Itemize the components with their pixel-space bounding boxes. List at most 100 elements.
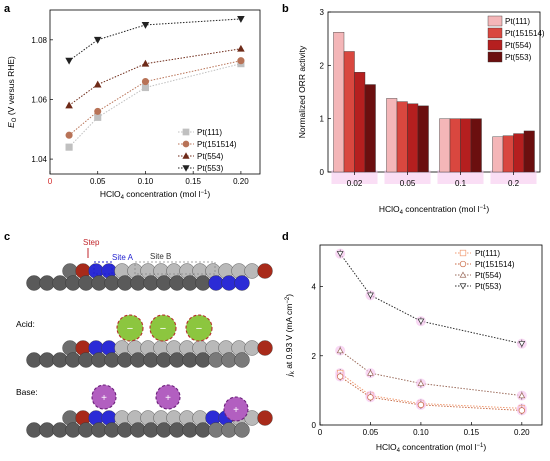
panel-d-chart: 0 0.05 0.10 0.15 0.20 0 2 4 HClO4 concentration…	[284, 244, 543, 454]
panel-a-ytick-label: 1.06	[31, 95, 47, 104]
panel-a-data-point	[93, 80, 102, 88]
panel-a-data-point	[65, 131, 73, 139]
site-a-label: Site A	[112, 253, 134, 262]
panel-a-data-point	[237, 44, 245, 52]
panel-d-xtick-label: 0.05	[363, 428, 379, 437]
site-b-box	[134, 261, 216, 275]
panel-d-legend-label: Pt(151514)	[475, 260, 515, 269]
panel-letter-d: d	[282, 231, 289, 243]
panel-a-series-line	[68, 63, 242, 148]
subsurface-atom	[26, 275, 42, 291]
panel-d-xtick-label: 0.10	[413, 428, 429, 437]
subsurface-atom	[26, 352, 42, 368]
panel-a-ylabel: EO (V versus RHE)	[6, 56, 18, 128]
surface-atom	[257, 340, 273, 356]
panel-b-legend-swatch	[487, 51, 503, 63]
panel-a-data-point	[237, 16, 245, 23]
subsurface-atom	[234, 275, 250, 291]
panel-d-legend-marker	[459, 249, 467, 257]
panel-b-bar	[523, 130, 535, 173]
panel-d-legend-marker	[459, 283, 467, 290]
panel-b-bar	[407, 103, 419, 173]
panel-a-xtick-label: 0.05	[90, 177, 106, 186]
subsurface-atom	[208, 422, 224, 438]
subsurface-atom	[39, 422, 55, 438]
panel-d-data-point	[336, 251, 344, 258]
panel-a-legend: Pt(111) Pt(151514) Pt(554) Pt(553)	[178, 128, 237, 173]
panel-b-ytick-label: 1	[320, 115, 325, 124]
panel-letter-b: b	[282, 3, 289, 15]
subsurface-atom	[52, 275, 68, 291]
panel-d-data-point	[337, 373, 344, 380]
subsurface-atom	[91, 352, 107, 368]
panel-a-xtick-label: 0	[48, 177, 53, 186]
panel-d-series-line	[339, 376, 522, 411]
panel-b-bar	[439, 118, 451, 173]
panel-b-ytick-label: 3	[320, 8, 325, 17]
panel-a-series	[65, 16, 245, 151]
subsurface-atom	[104, 352, 120, 368]
panel-b-bar	[449, 118, 461, 173]
panel-d-series-line	[339, 253, 522, 345]
cation-symbol: +	[165, 393, 171, 404]
panel-a-plot-frame	[49, 9, 261, 175]
panel-b-bar	[343, 51, 355, 173]
subsurface-atom	[52, 352, 68, 368]
panel-d-legend-label: Pt(553)	[475, 282, 502, 291]
panel-b-xtick-label: 0.2	[508, 179, 520, 188]
panel-a-data-point	[141, 83, 150, 92]
panel-b-bar	[460, 118, 472, 173]
panel-a-data-point	[94, 113, 102, 121]
panel-a-ytick-label: 1.08	[31, 36, 47, 45]
panel-b-bar	[470, 118, 482, 173]
panel-d-data-point	[417, 379, 425, 387]
panel-a-data-point	[65, 57, 73, 65]
panel-a-xtick-label: 0.10	[138, 177, 154, 186]
panel-b-bar	[333, 32, 345, 173]
surface-atom	[244, 340, 260, 356]
subsurface-atom	[117, 352, 133, 368]
panel-a-axes: 0 0.05 0.10 0.15 0.20 1.04 1.06 1.08	[31, 36, 249, 186]
panel-a-legend-marker	[182, 165, 190, 172]
subsurface-atom	[78, 422, 94, 438]
subsurface-atom	[221, 352, 237, 368]
site-a-box	[93, 261, 113, 275]
panel-b-ytick-label: 2	[320, 61, 325, 70]
subsurface-atom	[143, 275, 159, 291]
panel-b-plot-frame	[327, 11, 541, 173]
panel-d-legend-marker	[459, 260, 467, 268]
panel-b-axes: 0.02 0.05 0.1 0.2 0 1 2 3	[320, 8, 520, 188]
subsurface-atom	[65, 422, 81, 438]
subsurface-atom	[117, 275, 133, 291]
panel-b-category-halo	[331, 170, 378, 184]
subsurface-atom	[104, 422, 120, 438]
panel-d-data-point	[367, 394, 374, 401]
panel-d-series	[335, 248, 527, 416]
panel-d-axes: 0 0.05 0.10 0.15 0.20 0 2 4	[312, 283, 531, 437]
subsurface-atom	[169, 422, 185, 438]
panel-d-data-point	[518, 392, 526, 399]
cation	[223, 396, 249, 422]
panel-d-data-point	[518, 407, 525, 414]
base-label: Base:	[16, 387, 38, 397]
anion-symbol: −	[196, 323, 202, 335]
cation	[91, 384, 117, 410]
subsurface-atom	[169, 275, 185, 291]
subsurface-atom	[65, 275, 81, 291]
panel-a-data-point	[141, 59, 150, 67]
site-b-label: Site B	[150, 252, 171, 261]
panel-d-series-line	[339, 372, 522, 409]
panel-a-data-point	[65, 101, 73, 109]
panel-a-series-line	[68, 48, 241, 106]
panel-a-legend-marker	[182, 128, 190, 136]
panel-a-data-point	[141, 78, 150, 86]
panel-a-legend-label: Pt(554)	[197, 152, 224, 161]
panel-b-legend-label: Pt(554)	[505, 41, 532, 50]
panel-a-legend-label: Pt(553)	[197, 164, 224, 173]
panel-d-ytick-label: 0	[312, 421, 317, 430]
panel-d-legend: Pt(111) Pt(151514) Pt(554) Pt(553)	[455, 249, 515, 291]
panel-d-ytick-label: 2	[312, 352, 317, 361]
panel-b-bar	[386, 98, 398, 173]
panel-b-legend-swatch	[487, 39, 503, 51]
panel-a-legend-label: Pt(151514)	[197, 140, 237, 149]
